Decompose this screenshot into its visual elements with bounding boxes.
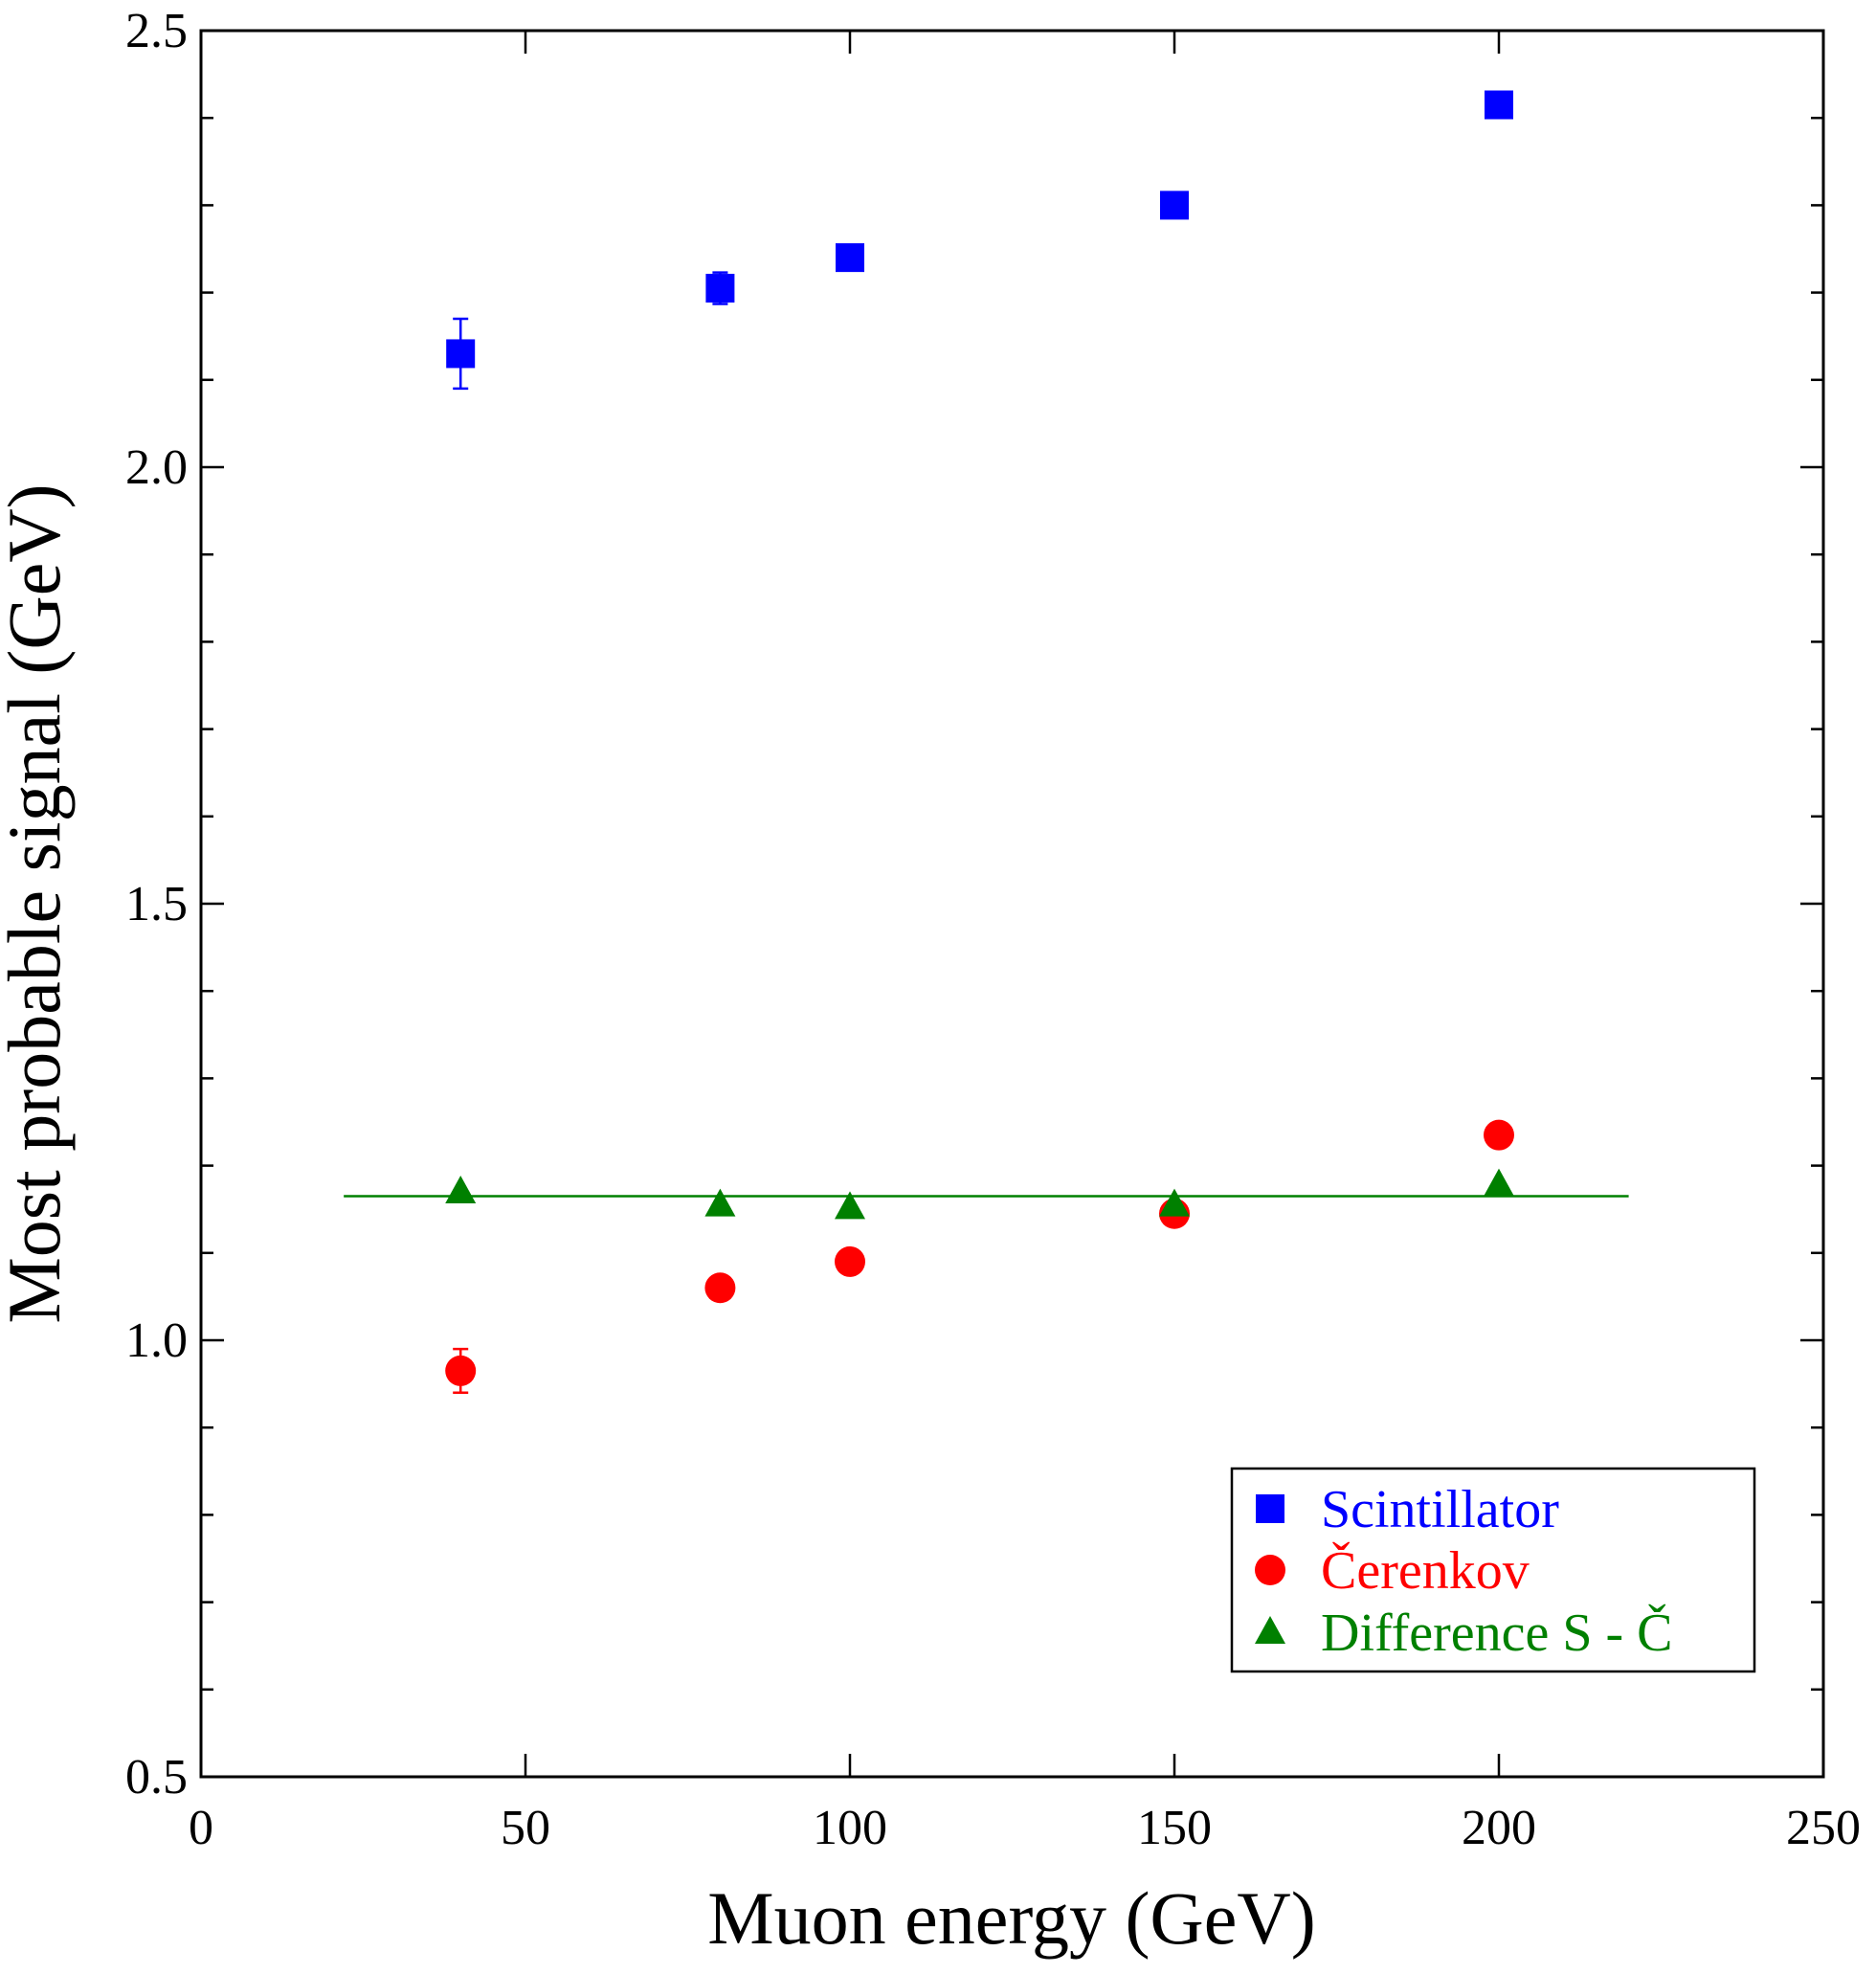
x-tick-label: 50 [501, 1801, 550, 1855]
legend-label-difference: Difference S - Č [1321, 1603, 1673, 1663]
scintillator-point [446, 339, 476, 369]
difference-point [1484, 1168, 1514, 1197]
scintillator-point [1160, 191, 1189, 220]
scintillator-point [836, 243, 864, 273]
x-tick-label: 100 [813, 1801, 887, 1855]
cerenkov-point [1484, 1119, 1514, 1151]
data-points [445, 90, 1514, 1394]
legend-label-cerenkov: Čerenkov [1321, 1540, 1530, 1601]
legend-marker-difference [1255, 1616, 1285, 1644]
legend-box [1230, 1467, 1756, 1673]
x-tick-label: 150 [1137, 1801, 1212, 1855]
legend-label-scintillator: Scintillator [1321, 1480, 1559, 1539]
difference-point [704, 1188, 736, 1217]
y-tick-label: 0.5 [125, 1750, 188, 1805]
tick-labels: 0.5 1.0 1.5 2.0 2.5 0 50 100 150 200 250 [125, 4, 1861, 1855]
x-tick-label: 200 [1462, 1801, 1536, 1855]
y-tick-label: 1.5 [125, 877, 188, 931]
x-tick-label: 0 [189, 1801, 213, 1855]
cerenkov-point [445, 1355, 477, 1386]
y-tick-label: 2.0 [125, 440, 188, 495]
difference-point [1159, 1188, 1190, 1217]
scintillator-point [705, 274, 735, 303]
difference-point [835, 1191, 865, 1220]
y-axis-title: Most probable signal (GeV) [0, 483, 76, 1323]
scintillator-point [1485, 90, 1513, 120]
cerenkov-point [835, 1245, 865, 1277]
y-tick-label: 1.0 [125, 1313, 188, 1368]
legend-marker-cerenkov [1255, 1555, 1285, 1585]
axis-ticks [199, 29, 1825, 1779]
x-axis-title: Muon energy (GeV) [707, 1876, 1315, 1960]
difference-point [445, 1175, 477, 1203]
x-tick-label: 250 [1786, 1801, 1861, 1855]
cerenkov-point [704, 1272, 736, 1304]
legend-marker-scintillator [1256, 1494, 1284, 1523]
y-tick-label: 2.5 [125, 4, 188, 58]
